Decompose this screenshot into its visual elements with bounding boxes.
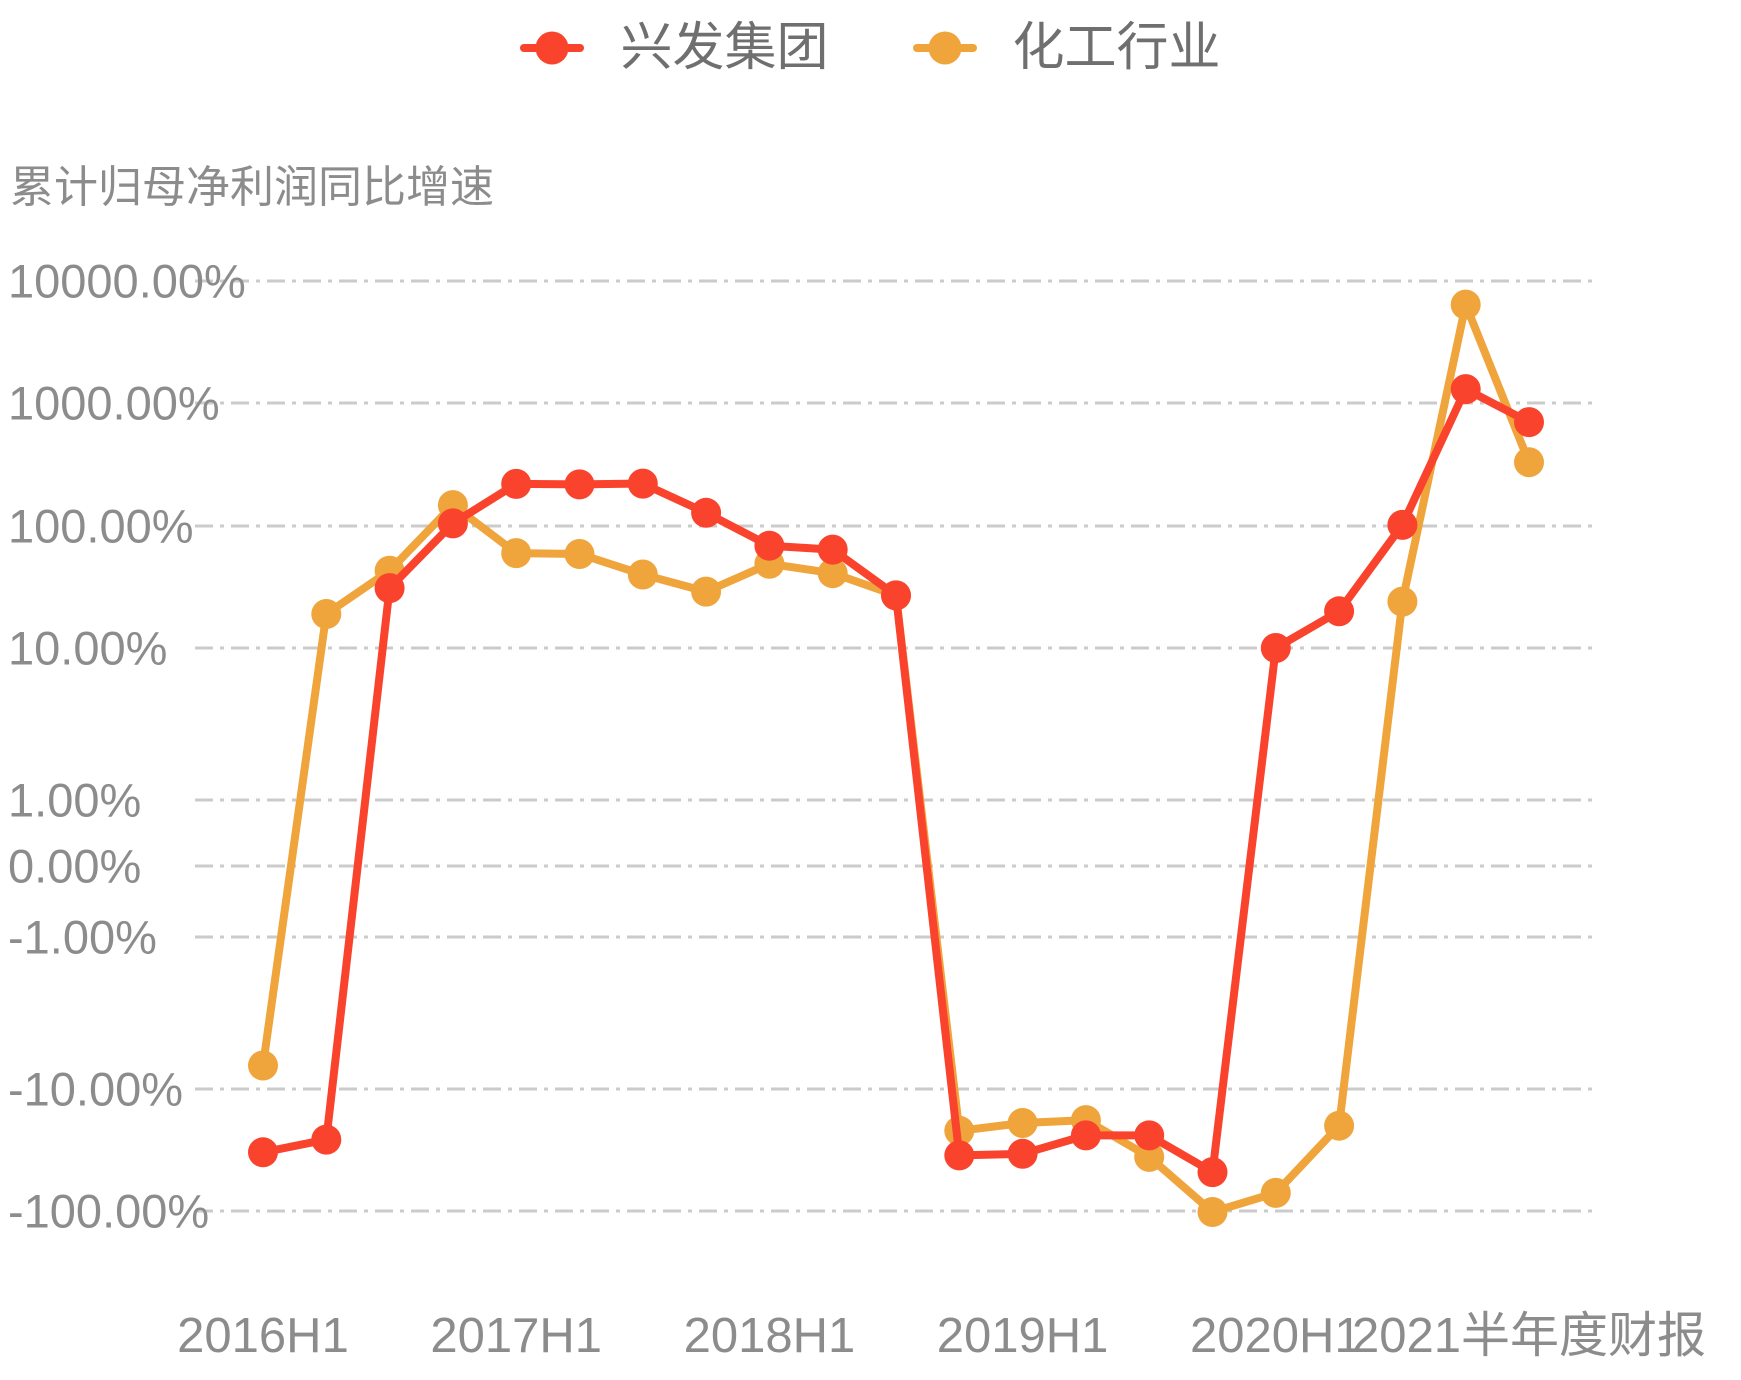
y-axis-tick-label: -1.00% [8,911,157,964]
chart-title: 累计归母净利润同比增速 [10,163,494,212]
legend-label: 兴发集团 [620,19,829,77]
data-point[interactable] [817,534,848,565]
data-point[interactable] [1197,1197,1228,1227]
data-point[interactable] [564,469,595,500]
data-point[interactable] [374,573,405,604]
data-point[interactable] [1197,1157,1228,1188]
data-point[interactable] [1070,1120,1101,1151]
data-point[interactable] [1007,1108,1038,1138]
legend-line-dot-icon [912,44,977,52]
data-point[interactable] [817,558,848,589]
data-point[interactable] [1260,1177,1291,1208]
data-point[interactable] [627,559,658,590]
data-point[interactable] [691,576,722,607]
x-axis-tick-label: 2016H1 [177,1309,349,1363]
y-axis-tick-label: 1.00% [8,774,141,827]
data-point[interactable] [1324,1110,1355,1141]
data-point[interactable] [1007,1138,1038,1169]
data-point[interactable] [1260,633,1291,663]
x-axis-tick-label: 2020H1 [1190,1309,1362,1363]
legend-label: 化工行业 [1012,19,1221,77]
data-point[interactable] [627,468,658,499]
legend-item-xingfa-group[interactable]: 兴发集团 [520,19,829,77]
data-point[interactable] [437,508,468,539]
y-axis-tick-label: 10.00% [8,622,167,675]
data-point[interactable] [1514,407,1544,438]
data-point[interactable] [1450,289,1481,320]
data-point[interactable] [1387,509,1418,540]
data-point[interactable] [311,1124,342,1155]
data-point[interactable] [1134,1120,1165,1151]
data-point[interactable] [248,1137,278,1168]
y-axis-tick-label: 100.00% [8,500,194,553]
data-point[interactable] [691,497,722,528]
legend-line-dot-icon [520,44,585,52]
data-point[interactable] [1387,586,1418,617]
data-point[interactable] [1450,374,1481,405]
data-point[interactable] [501,468,532,499]
data-point[interactable] [754,530,785,561]
data-point[interactable] [501,538,532,569]
x-axis-tick-label: 2018H1 [684,1309,856,1363]
y-axis-tick-label: 1000.00% [8,377,220,430]
x-axis-tick-label: 2019H1 [937,1309,1109,1363]
data-point[interactable] [248,1050,278,1081]
data-point[interactable] [944,1140,975,1171]
legend: 兴发集团 化工行业 [0,22,1741,74]
legend-item-chemical-industry[interactable]: 化工行业 [912,19,1221,77]
data-point[interactable] [881,580,911,611]
data-point[interactable] [564,539,595,569]
x-axis-tick-label: 2017H1 [430,1309,602,1363]
data-point[interactable] [311,599,342,629]
x-axis-tick-label: 2021半年度财报 [1352,1309,1706,1363]
series-line[interactable] [259,300,1533,1216]
y-axis-tick-label: -100.00% [8,1185,209,1238]
data-point[interactable] [1324,596,1355,627]
y-axis-tick-label: 10000.00% [8,255,246,308]
data-point[interactable] [1514,447,1544,478]
y-axis-tick-label: 0.00% [8,840,141,893]
y-axis-tick-label: -10.00% [8,1063,183,1116]
data-point[interactable] [1134,1141,1165,1172]
